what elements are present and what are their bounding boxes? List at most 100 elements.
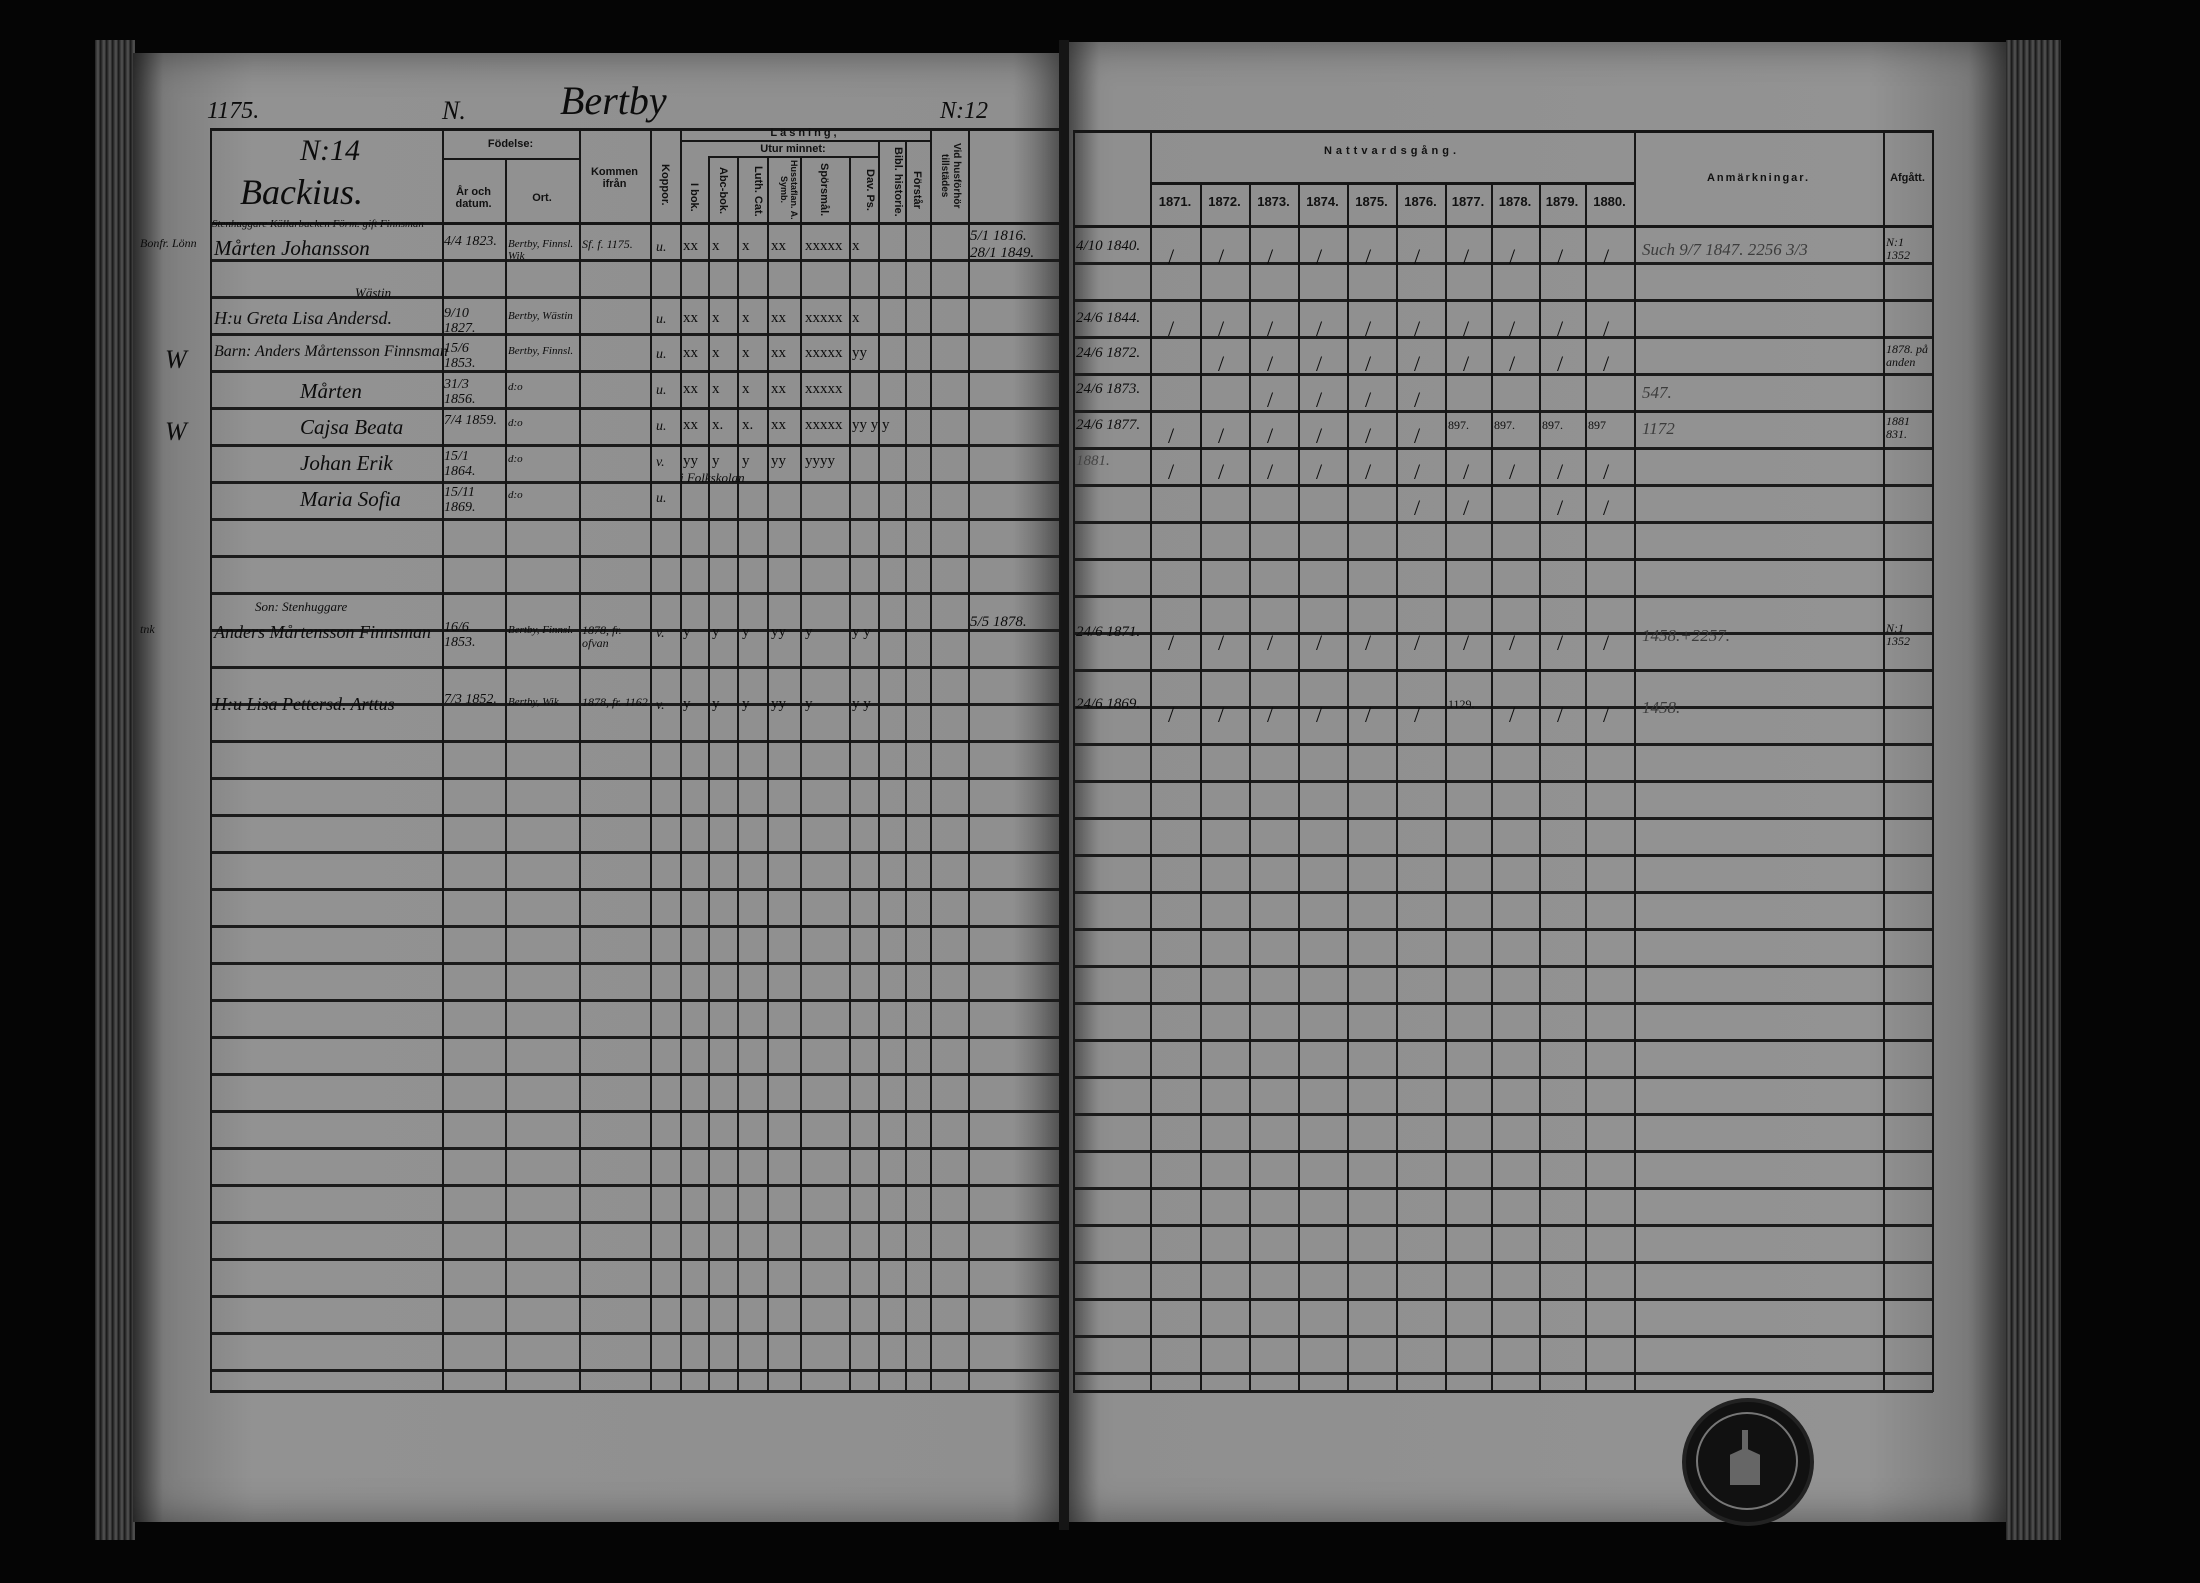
communion-mark: 897 xyxy=(1588,418,1606,432)
reading-mark: x xyxy=(712,381,720,397)
came-from: 1878, fr. 1162 xyxy=(582,695,648,709)
reading-mark: y xyxy=(805,696,813,712)
remark: 1458.+2257. xyxy=(1642,626,1730,645)
column-line xyxy=(968,128,970,1392)
birth-date: 15/6 1853. xyxy=(444,341,476,371)
reading-mark: x xyxy=(742,310,750,326)
communion-mark: / xyxy=(1168,244,1175,269)
communion-mark: / xyxy=(1267,702,1274,727)
communion-mark: / xyxy=(1557,351,1564,376)
reading-mark: xx xyxy=(683,417,698,433)
year-header: 1878. xyxy=(1498,194,1532,209)
column-line xyxy=(1634,130,1636,1392)
communion-mark: / xyxy=(1414,244,1421,269)
communion-mark: / xyxy=(1509,316,1516,341)
birth-place: d:o xyxy=(508,453,523,465)
birth-date: 4/4 1823. xyxy=(444,234,497,249)
column-line xyxy=(1347,182,1349,1392)
communion-mark: / xyxy=(1603,495,1610,520)
column-line xyxy=(849,156,851,1392)
communion-mark: / xyxy=(1316,387,1323,412)
communion-mark: / xyxy=(1463,316,1470,341)
reading-mark: x xyxy=(742,381,750,397)
came-from: Sf. f. 1175. xyxy=(582,237,633,251)
reading-mark: y xyxy=(742,624,750,640)
communion-mark: / xyxy=(1218,316,1225,341)
reading-mark: xx xyxy=(683,381,698,397)
communion-mark: / xyxy=(1557,244,1564,269)
reading-mark: x xyxy=(712,345,720,361)
birth-date: 7/4 1859. xyxy=(444,413,497,428)
column-line xyxy=(708,156,710,1392)
header-lasning: Läsning, xyxy=(770,127,840,139)
first-communion-date: 24/6 1873. xyxy=(1076,381,1141,397)
communion-mark: / xyxy=(1463,244,1470,269)
reading-mark: y xyxy=(805,624,813,640)
communion-mark: / xyxy=(1168,630,1175,655)
communion-mark: / xyxy=(1603,702,1610,727)
communion-mark: / xyxy=(1365,423,1372,448)
reading-mark: y y xyxy=(852,624,871,640)
header-husstaflan: Husstaflan. A. Symb. xyxy=(779,160,799,220)
communion-mark: / xyxy=(1509,630,1516,655)
communion-mark: / xyxy=(1414,423,1421,448)
koppor-value: u. xyxy=(656,491,667,506)
birth-date: 7/3 1852. xyxy=(444,692,497,707)
reading-mark: xxxxx xyxy=(805,381,843,397)
book-edge-left xyxy=(95,40,135,1540)
birth-place: d:o xyxy=(508,381,523,393)
header-anmarkningar: Anmärkningar. xyxy=(1706,172,1811,184)
first-communion-date: 24/6 1871. xyxy=(1076,624,1141,640)
column-line xyxy=(1298,182,1300,1392)
person-title: i Folkskolan xyxy=(680,470,745,485)
communion-mark: / xyxy=(1316,351,1323,376)
communion-mark: / xyxy=(1365,316,1372,341)
came-from: 1878, fr. ofvan xyxy=(582,623,622,650)
column-line xyxy=(878,140,880,1392)
column-line xyxy=(1249,182,1251,1392)
reading-mark: y y xyxy=(852,696,871,712)
communion-mark: / xyxy=(1316,316,1323,341)
reading-mark: xx xyxy=(771,310,786,326)
communion-mark: / xyxy=(1316,702,1323,727)
reading-mark: xx xyxy=(771,381,786,397)
reading-mark: x xyxy=(742,345,750,361)
departed-note: 1881 831. xyxy=(1886,414,1910,441)
person-name: Mårten Johansson xyxy=(214,236,370,260)
header-forstar: Förstår xyxy=(911,171,923,209)
reading-mark: xx xyxy=(771,345,786,361)
year-header: 1877. xyxy=(1451,194,1485,209)
reading-mark: x xyxy=(742,238,750,254)
header-bottom-rule xyxy=(210,222,1059,225)
reading-mark: x xyxy=(712,310,720,326)
header-sporsmal: Spörsmål. xyxy=(818,163,830,217)
reading-mark: yy y y xyxy=(852,417,890,433)
header-fodelse: Födelse: xyxy=(487,138,534,150)
communion-mark: / xyxy=(1603,351,1610,376)
first-communion-date: 4/10 1840. xyxy=(1076,238,1141,254)
header-koppor: Koppor. xyxy=(659,164,671,206)
column-line xyxy=(210,128,212,1392)
column-line xyxy=(1539,182,1541,1392)
birth-place: d:o xyxy=(508,417,523,429)
communion-mark: / xyxy=(1316,459,1323,484)
communion-mark: / xyxy=(1414,459,1421,484)
header-kommen: Kommen ifrån xyxy=(590,166,639,190)
person-title: Stenhuggare Källarbacken Förm. gift Finn… xyxy=(212,218,424,230)
remark: 1458. xyxy=(1642,698,1681,717)
birth-date: 15/1 1864. xyxy=(444,449,476,479)
column-line xyxy=(1445,182,1447,1392)
communion-mark: / xyxy=(1463,351,1470,376)
year-header: 1880. xyxy=(1593,194,1626,209)
person-name: Cajsa Beata xyxy=(300,415,404,439)
departed-note: 1878. på anden xyxy=(1886,342,1928,369)
birth-place: Bertby, Wik xyxy=(508,696,559,708)
birth-place: Bertby, Finnsl. xyxy=(508,345,574,357)
header-dav-ps: Dav. Ps. xyxy=(864,169,876,211)
column-line xyxy=(1932,130,1934,1392)
header-afgatt: Afgått. xyxy=(1890,172,1925,184)
table-top-rule xyxy=(1073,130,1933,133)
communion-mark: / xyxy=(1218,423,1225,448)
communion-mark: / xyxy=(1168,316,1175,341)
communion-mark: / xyxy=(1365,387,1372,412)
